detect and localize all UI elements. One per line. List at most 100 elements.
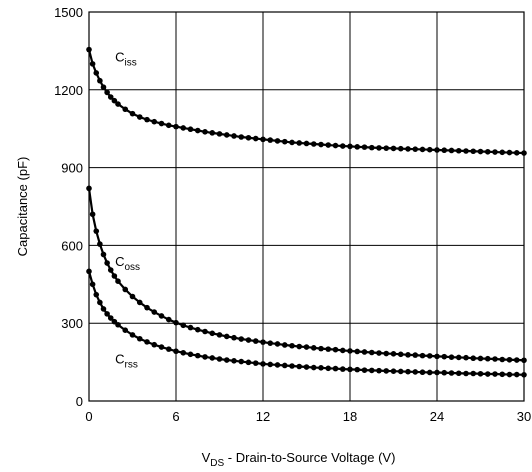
- curve-label-coss: Coss: [115, 254, 140, 273]
- y-tick-label: 600: [61, 238, 83, 253]
- data-point: [332, 346, 339, 353]
- data-point: [383, 368, 390, 374]
- data-point: [318, 345, 324, 352]
- data-point: [173, 319, 179, 326]
- data-point: [231, 133, 237, 139]
- data-point: [412, 369, 419, 375]
- data-point: [513, 150, 520, 156]
- data-point: [231, 334, 237, 341]
- data-point: [296, 140, 303, 146]
- data-point: [260, 361, 266, 367]
- data-point: [310, 364, 317, 371]
- data-point: [180, 125, 187, 131]
- data-point: [448, 147, 455, 154]
- data-point: [419, 352, 426, 359]
- data-point: [455, 147, 462, 154]
- data-point: [419, 146, 426, 153]
- data-point: [238, 134, 245, 140]
- data-point: [434, 353, 440, 360]
- data-point: [470, 355, 477, 362]
- data-point: [361, 349, 368, 355]
- data-point: [165, 122, 172, 129]
- x-tick-label: 12: [256, 409, 270, 424]
- data-point: [252, 360, 259, 366]
- data-point: [223, 357, 230, 363]
- data-point: [158, 313, 165, 319]
- data-point: [347, 348, 353, 354]
- data-point: [107, 267, 114, 273]
- data-point: [136, 299, 143, 306]
- data-point: [289, 139, 295, 146]
- data-point: [441, 147, 448, 154]
- data-point: [173, 123, 179, 130]
- data-point: [260, 136, 266, 143]
- data-point: [89, 211, 96, 218]
- data-point: [405, 352, 411, 358]
- data-point: [303, 344, 310, 350]
- data-point: [361, 367, 368, 373]
- series-line: [87, 49, 525, 155]
- data-point: [506, 356, 513, 363]
- curve-label-crss: Crss: [115, 351, 138, 370]
- y-axis-title: Capacitance (pF): [15, 157, 30, 257]
- data-point: [412, 146, 419, 152]
- data-point: [202, 354, 208, 360]
- x-axis-title-main: V: [202, 450, 211, 465]
- data-point: [115, 321, 121, 328]
- data-point: [194, 352, 201, 359]
- data-point: [100, 84, 107, 91]
- curve-labels: Ciss Coss Crss: [115, 49, 140, 370]
- data-point: [89, 61, 96, 67]
- data-point: [383, 350, 390, 357]
- data-point: [111, 318, 118, 325]
- data-point: [390, 145, 397, 152]
- data-point: [173, 348, 179, 355]
- data-point: [267, 361, 274, 368]
- data-point: [376, 145, 382, 151]
- data-point: [274, 138, 281, 144]
- data-point: [158, 120, 165, 127]
- grid: [89, 12, 524, 401]
- data-point: [202, 129, 208, 135]
- y-tick-label: 300: [61, 316, 83, 331]
- data-point: [463, 148, 469, 154]
- data-point: [202, 328, 208, 335]
- plot-frame: [88, 11, 525, 402]
- data-point: [441, 353, 448, 360]
- data-point: [216, 332, 223, 338]
- data-point: [158, 344, 165, 350]
- data-point: [216, 131, 223, 137]
- data-point: [419, 369, 426, 376]
- data-point: [455, 370, 462, 377]
- data-point: [484, 355, 491, 362]
- data-point: [231, 358, 237, 364]
- data-point: [397, 351, 404, 358]
- data-point: [187, 324, 194, 331]
- data-point: [325, 365, 332, 372]
- y-tick-label: 0: [76, 394, 83, 409]
- data-point: [187, 351, 194, 358]
- data-point: [332, 142, 339, 149]
- data-point: [354, 144, 361, 150]
- data-point: [89, 281, 96, 288]
- data-point: [477, 355, 484, 362]
- data-point: [499, 149, 506, 156]
- data-point: [267, 340, 274, 346]
- data-point: [136, 335, 143, 342]
- data-point: [310, 345, 317, 351]
- data-point: [499, 356, 506, 363]
- data-point: [151, 118, 158, 125]
- data-point: [513, 357, 520, 363]
- data-point: [318, 141, 324, 148]
- data-point: [104, 89, 110, 96]
- data-point: [397, 145, 404, 152]
- data-point: [325, 346, 332, 352]
- data-point: [361, 144, 368, 150]
- data-point: [281, 138, 288, 145]
- data-point: [354, 348, 361, 355]
- data-point: [354, 366, 361, 373]
- data-point: [455, 354, 462, 361]
- data-point: [390, 351, 397, 357]
